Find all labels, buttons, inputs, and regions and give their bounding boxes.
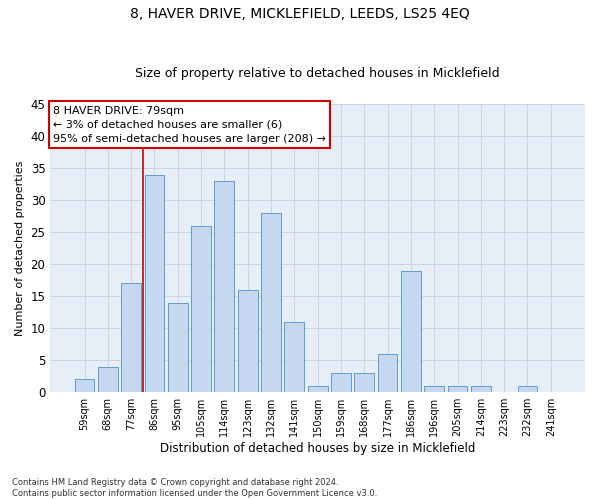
Bar	[261, 213, 281, 392]
X-axis label: Distribution of detached houses by size in Micklefield: Distribution of detached houses by size …	[160, 442, 475, 455]
Bar	[401, 270, 421, 392]
Y-axis label: Number of detached properties: Number of detached properties	[15, 160, 25, 336]
Bar	[168, 302, 188, 392]
Bar	[424, 386, 444, 392]
Text: 8 HAVER DRIVE: 79sqm
← 3% of detached houses are smaller (6)
95% of semi-detache: 8 HAVER DRIVE: 79sqm ← 3% of detached ho…	[53, 106, 326, 144]
Bar	[284, 322, 304, 392]
Bar	[518, 386, 538, 392]
Bar	[471, 386, 491, 392]
Bar	[191, 226, 211, 392]
Text: Contains HM Land Registry data © Crown copyright and database right 2024.
Contai: Contains HM Land Registry data © Crown c…	[12, 478, 377, 498]
Bar	[331, 373, 351, 392]
Bar	[98, 366, 118, 392]
Title: Size of property relative to detached houses in Micklefield: Size of property relative to detached ho…	[136, 66, 500, 80]
Bar	[74, 380, 94, 392]
Bar	[238, 290, 257, 392]
Text: 8, HAVER DRIVE, MICKLEFIELD, LEEDS, LS25 4EQ: 8, HAVER DRIVE, MICKLEFIELD, LEEDS, LS25…	[130, 8, 470, 22]
Bar	[214, 181, 234, 392]
Bar	[448, 386, 467, 392]
Bar	[355, 373, 374, 392]
Bar	[308, 386, 328, 392]
Bar	[145, 174, 164, 392]
Bar	[121, 284, 141, 392]
Bar	[377, 354, 397, 392]
